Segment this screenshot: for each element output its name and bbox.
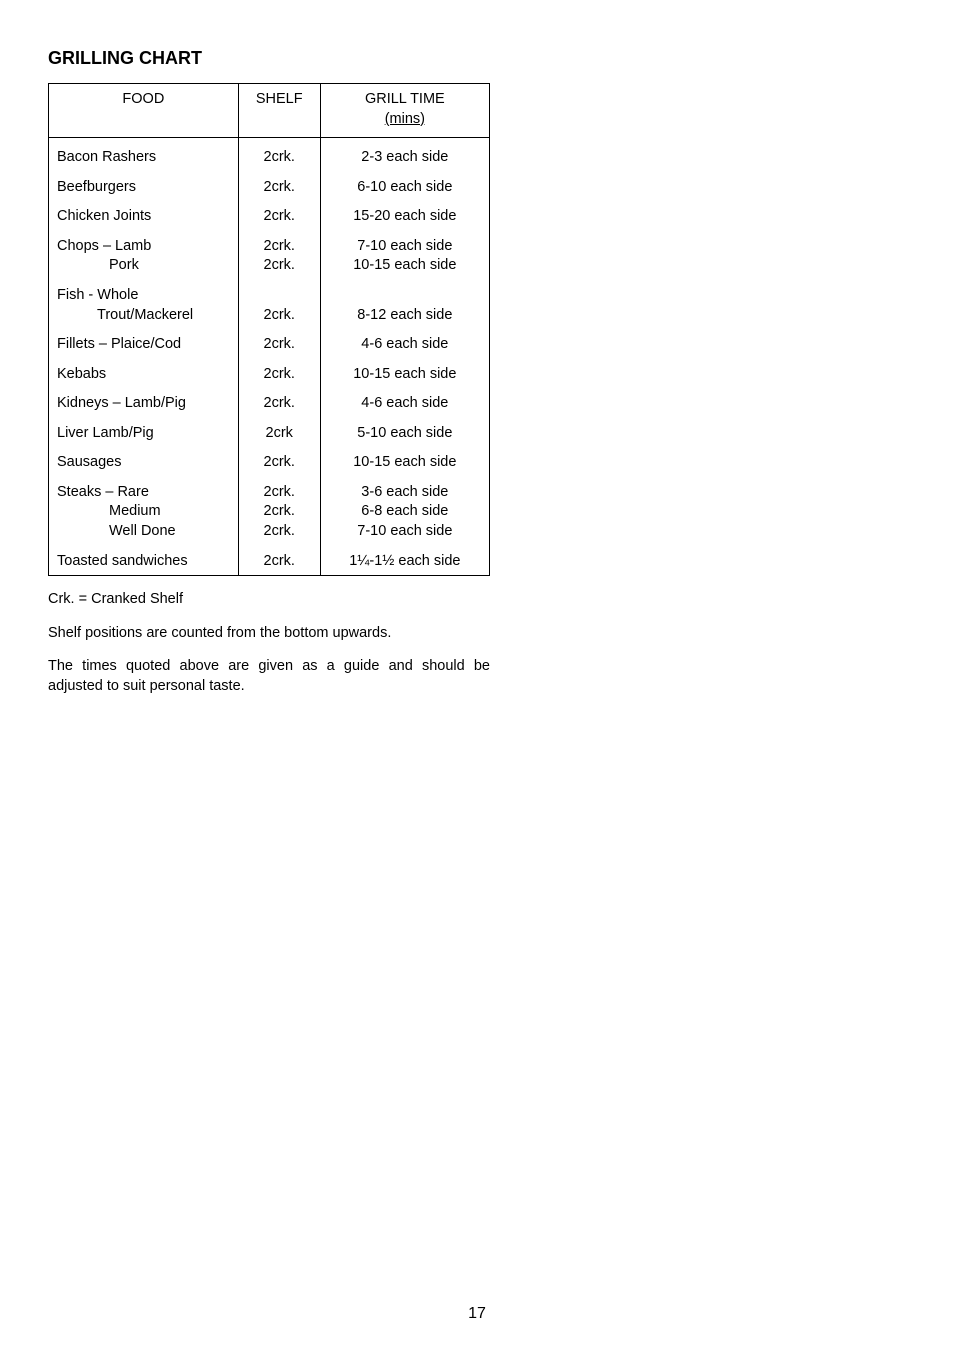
- cell-shelf: 2crk.: [239, 394, 320, 414]
- table-row: Chops – Lamb 2crk. 7-10 each side: [49, 237, 490, 257]
- cell-shelf: 2crk.: [239, 483, 320, 503]
- cell-time: 4-6 each side: [321, 335, 489, 355]
- cell-time: 10-15 each side: [321, 256, 489, 276]
- row-spacer: [49, 355, 490, 365]
- cell-food: Fish - Whole: [49, 286, 238, 306]
- table-row: Trout/Mackerel 2crk. 8-12 each side: [49, 306, 490, 326]
- cell-food: Kebabs: [49, 365, 238, 385]
- cell-time: 10-15 each side: [321, 365, 489, 385]
- cell-shelf: 2crk.: [239, 138, 320, 168]
- cell-food: Bacon Rashers: [49, 138, 238, 168]
- row-spacer: [49, 227, 490, 237]
- cell-shelf: 2crk.: [239, 453, 320, 473]
- table-row: Steaks – Rare 2crk. 3-6 each side: [49, 483, 490, 503]
- header-food: FOOD: [49, 84, 239, 138]
- table-row: Beefburgers 2crk. 6-10 each side: [49, 178, 490, 198]
- note-times: The times quoted above are given as a gu…: [48, 657, 490, 696]
- cell-food: Chicken Joints: [49, 207, 238, 227]
- page-number: 17: [0, 1305, 954, 1323]
- cell-food: Steaks – Rare: [49, 483, 238, 503]
- cell-food: Liver Lamb/Pig: [49, 424, 238, 444]
- table-row: Well Done 2crk. 7-10 each side: [49, 522, 490, 542]
- cell-time: 8-12 each side: [321, 306, 489, 326]
- row-spacer: [49, 168, 490, 178]
- row-spacer: [49, 197, 490, 207]
- cell-shelf: 2crk.: [239, 207, 320, 227]
- cell-shelf: 2crk.: [239, 365, 320, 385]
- notes-block: Crk. = Cranked Shelf Shelf positions are…: [48, 590, 490, 696]
- row-spacer: [49, 384, 490, 394]
- cell-food: Toasted sandwiches: [49, 552, 238, 576]
- table-row: Fish - Whole: [49, 286, 490, 306]
- cell-food: Pork: [49, 256, 238, 276]
- note-crk: Crk. = Cranked Shelf: [48, 590, 490, 610]
- cell-food: Medium: [49, 502, 238, 522]
- cell-time: 15-20 each side: [321, 207, 489, 227]
- table-row: Medium 2crk. 6-8 each side: [49, 502, 490, 522]
- page: GRILLING CHART FOOD SHELF GRILL TIME (mi…: [0, 0, 954, 1351]
- row-spacer: [49, 414, 490, 424]
- table-row: Sausages 2crk. 10-15 each side: [49, 453, 490, 473]
- cell-time: 3-6 each side: [321, 483, 489, 503]
- table-row: Kebabs 2crk. 10-15 each side: [49, 365, 490, 385]
- header-time: GRILL TIME (mins): [320, 84, 489, 138]
- row-spacer: [49, 325, 490, 335]
- table-row: Chicken Joints 2crk. 15-20 each side: [49, 207, 490, 227]
- cell-time: 7-10 each side: [321, 237, 489, 257]
- cell-shelf: 2crk.: [239, 335, 320, 355]
- cell-shelf: 2crk.: [239, 306, 320, 326]
- note-shelf: Shelf positions are counted from the bot…: [48, 624, 490, 644]
- cell-shelf: 2crk: [239, 424, 320, 444]
- cell-food: Sausages: [49, 453, 238, 473]
- cell-food: Trout/Mackerel: [49, 306, 238, 326]
- cell-time: 2-3 each side: [321, 138, 489, 168]
- table-header-row: FOOD SHELF GRILL TIME (mins): [49, 84, 490, 138]
- page-title: GRILLING CHART: [48, 48, 906, 69]
- cell-food: Beefburgers: [49, 178, 238, 198]
- grilling-table: FOOD SHELF GRILL TIME (mins) Bacon Rashe…: [48, 83, 490, 576]
- cell-time: 5-10 each side: [321, 424, 489, 444]
- table-row: Toasted sandwiches 2crk. 1¼-1½ each side: [49, 552, 490, 576]
- cell-shelf: 2crk.: [239, 237, 320, 257]
- cell-shelf: 2crk.: [239, 502, 320, 522]
- table-row: Kidneys – Lamb/Pig 2crk. 4-6 each side: [49, 394, 490, 414]
- table-row: Liver Lamb/Pig 2crk 5-10 each side: [49, 424, 490, 444]
- row-spacer: [49, 443, 490, 453]
- cell-time: 4-6 each side: [321, 394, 489, 414]
- row-spacer: [49, 542, 490, 552]
- cell-shelf: 2crk.: [239, 178, 320, 198]
- cell-time: 1¼-1½ each side: [321, 552, 489, 576]
- cell-time: 7-10 each side: [321, 522, 489, 542]
- cell-food: Fillets – Plaice/Cod: [49, 335, 238, 355]
- table-row: Fillets – Plaice/Cod 2crk. 4-6 each side: [49, 335, 490, 355]
- cell-time: 6-8 each side: [321, 502, 489, 522]
- table-row: Bacon Rashers 2crk. 2-3 each side: [49, 138, 490, 168]
- cell-food: Kidneys – Lamb/Pig: [49, 394, 238, 414]
- cell-time: 6-10 each side: [321, 178, 489, 198]
- cell-food: Well Done: [49, 522, 238, 542]
- table-row: Pork 2crk. 10-15 each side: [49, 256, 490, 276]
- cell-shelf: 2crk.: [239, 522, 320, 542]
- cell-food: Chops – Lamb: [49, 237, 238, 257]
- row-spacer: [49, 473, 490, 483]
- cell-shelf: 2crk.: [239, 256, 320, 276]
- cell-shelf: 2crk.: [239, 552, 320, 576]
- row-spacer: [49, 276, 490, 286]
- cell-time: 10-15 each side: [321, 453, 489, 473]
- header-shelf: SHELF: [238, 84, 320, 138]
